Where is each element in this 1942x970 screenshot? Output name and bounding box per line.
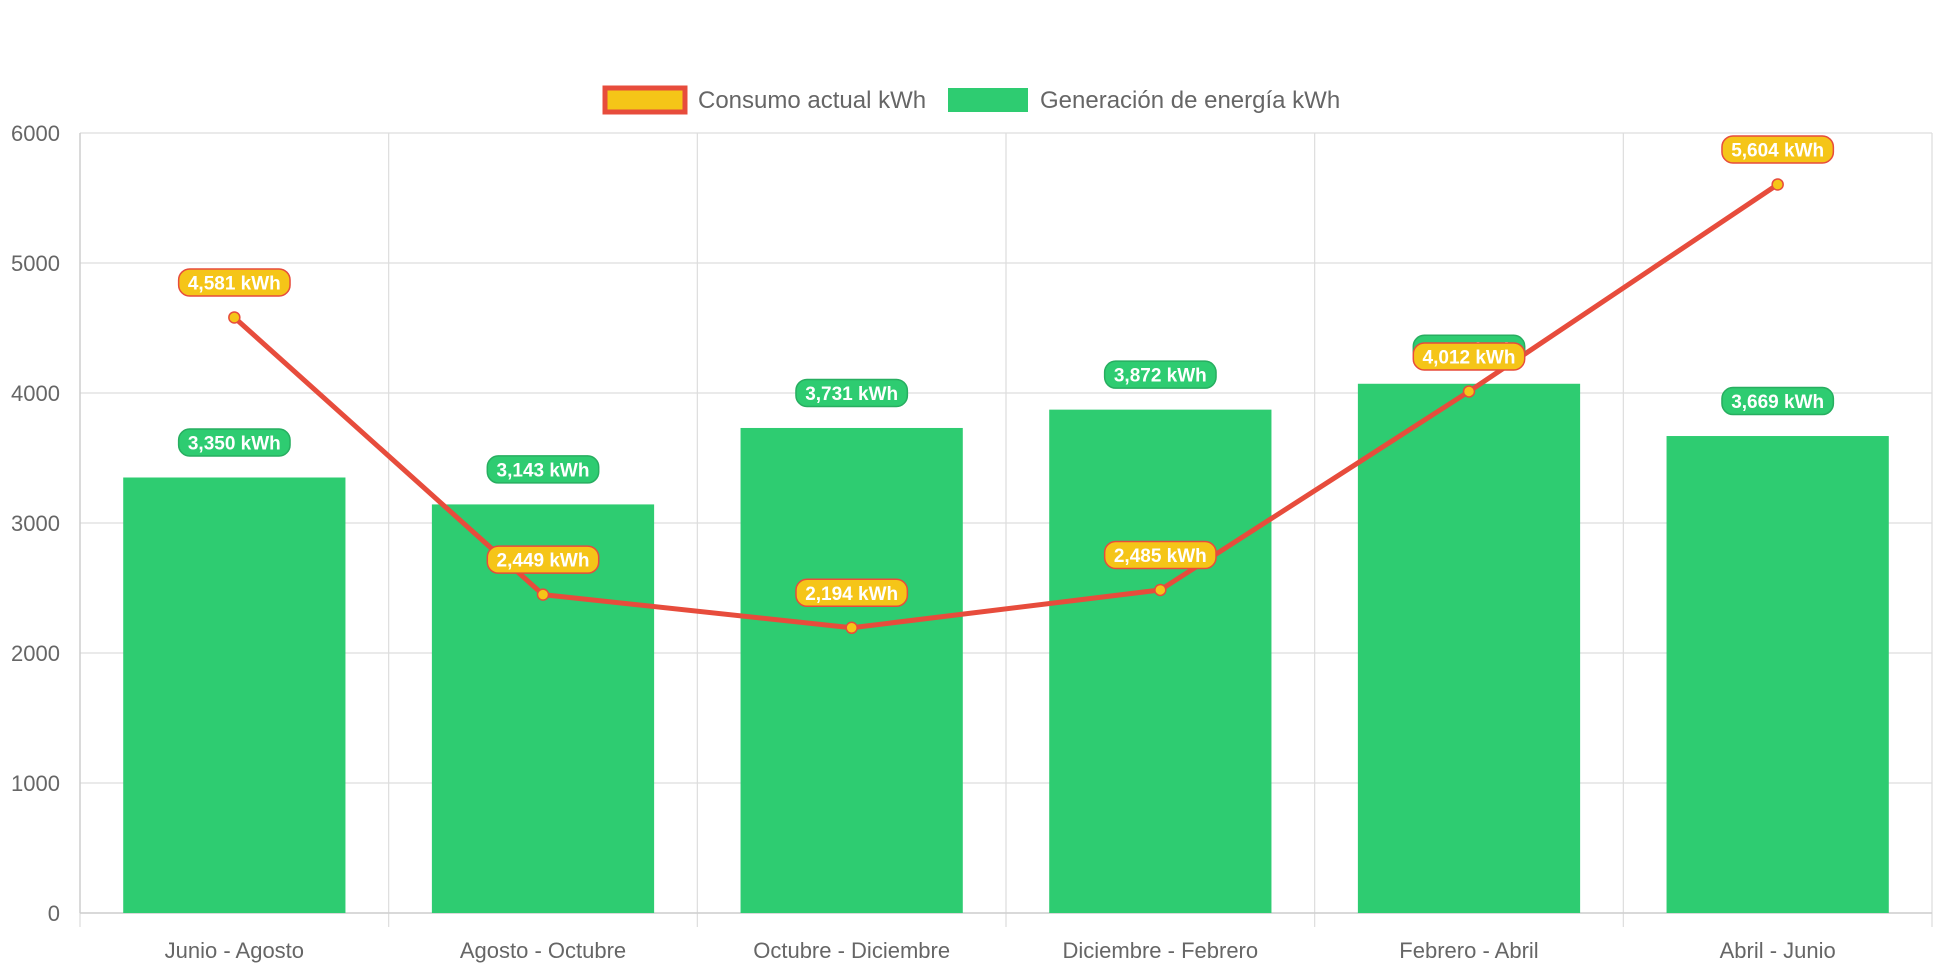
bar-data-label: 3,669 kWh: [1721, 386, 1835, 416]
line-data-label-background: [795, 578, 909, 608]
bar: [740, 427, 963, 913]
bar-series: [123, 383, 1889, 913]
legend-swatch: [948, 88, 1028, 112]
line-data-label-background: [1721, 135, 1835, 164]
x-tick-label: Febrero - Abril: [1399, 938, 1538, 963]
line-point: [1154, 583, 1167, 597]
bar-data-label-text: 3,731 kWh: [805, 384, 898, 405]
bar-data-label: 3,143 kWh: [486, 455, 600, 484]
line-data-label-text: 4,581 kWh: [188, 273, 281, 294]
bar-data-label-text: 3,669 kWh: [1731, 392, 1824, 413]
line-data-label-text: 2,194 kWh: [805, 584, 898, 605]
x-tick-label: Octubre - Diciembre: [753, 938, 950, 963]
line-data-label: 2,194 kWh: [795, 578, 909, 608]
line-point: [1771, 178, 1784, 191]
line-data-label-text: 5,604 kWh: [1731, 140, 1824, 161]
bar-data-label-background: [1721, 386, 1835, 416]
line-data-label: 2,449 kWh: [486, 545, 600, 574]
bar-data-label: 3,350 kWh: [177, 428, 291, 457]
line-data-label: 4,581 kWh: [177, 268, 291, 297]
bar-data-label-background: [795, 378, 909, 408]
line-point: [1462, 385, 1476, 398]
line-data-label-background: [1103, 540, 1217, 570]
line-data-label-background: [1412, 342, 1526, 371]
legend-item-consumo[interactable]: Consumo actual kWh: [602, 85, 926, 115]
y-tick-label: 2000: [11, 641, 60, 666]
y-tick-label: 1000: [11, 771, 60, 796]
bar-data-label: 3,872 kWh: [1103, 360, 1217, 389]
y-tick-label: 0: [48, 901, 60, 926]
line-data-label-text: 2,485 kWh: [1114, 546, 1207, 567]
bar-data-label-background: [177, 428, 291, 457]
bar-data-label-text: 3,872 kWh: [1114, 366, 1207, 387]
legend-label: Consumo actual kWh: [698, 87, 926, 114]
bar-data-label-text: 3,143 kWh: [497, 460, 590, 481]
line-data-label: 5,604 kWh: [1721, 135, 1835, 164]
y-tick-label: 5000: [11, 251, 60, 276]
legend-item-generacion[interactable]: Generación de energía kWh: [948, 87, 1340, 114]
bar-data-label-background: [486, 455, 600, 484]
legend-swatch: [602, 85, 688, 115]
line-data-label-background: [177, 268, 291, 297]
line-point: [536, 588, 550, 601]
bar: [1357, 383, 1581, 913]
line-data-label-background: [486, 545, 600, 574]
bar-data-label: 3,731 kWh: [795, 378, 909, 408]
line-data-labels: 4,581 kWh 2,449 kWh 2,194 kWh 2,485 kWh 4,01…: [177, 135, 1835, 608]
x-tick-label: Abril - Junio: [1720, 938, 1836, 963]
grid: [79, 132, 1933, 927]
y-tick-label: 4000: [11, 381, 60, 406]
line-point: [228, 311, 241, 324]
line-data-label: 2,485 kWh: [1103, 540, 1217, 570]
bar-data-label-background: [1103, 360, 1217, 389]
legend-label: Generación de energía kWh: [1040, 87, 1340, 114]
bar: [1666, 436, 1889, 913]
axes: 0 1000 2000 3000 4000 5000 6000 Junio - Agosto A…: [11, 121, 1932, 963]
bar-data-label-text: 3,350 kWh: [188, 434, 281, 455]
x-tick-label: Agosto - Octubre: [460, 938, 626, 963]
y-tick-label: 6000: [11, 121, 60, 146]
line-point: [845, 621, 858, 635]
x-tick-label: Diciembre - Febrero: [1063, 938, 1259, 963]
x-tick-label: Junio - Agosto: [165, 938, 304, 963]
y-tick-label: 3000: [11, 511, 60, 536]
line-data-label: 4,012 kWh: [1412, 342, 1526, 371]
bar: [123, 477, 346, 913]
line-data-label-text: 4,012 kWh: [1423, 347, 1516, 368]
line-data-label-text: 2,449 kWh: [497, 551, 590, 572]
bar: [1049, 409, 1272, 913]
legend: Consumo actual kWh Generación de energía …: [602, 85, 1340, 115]
